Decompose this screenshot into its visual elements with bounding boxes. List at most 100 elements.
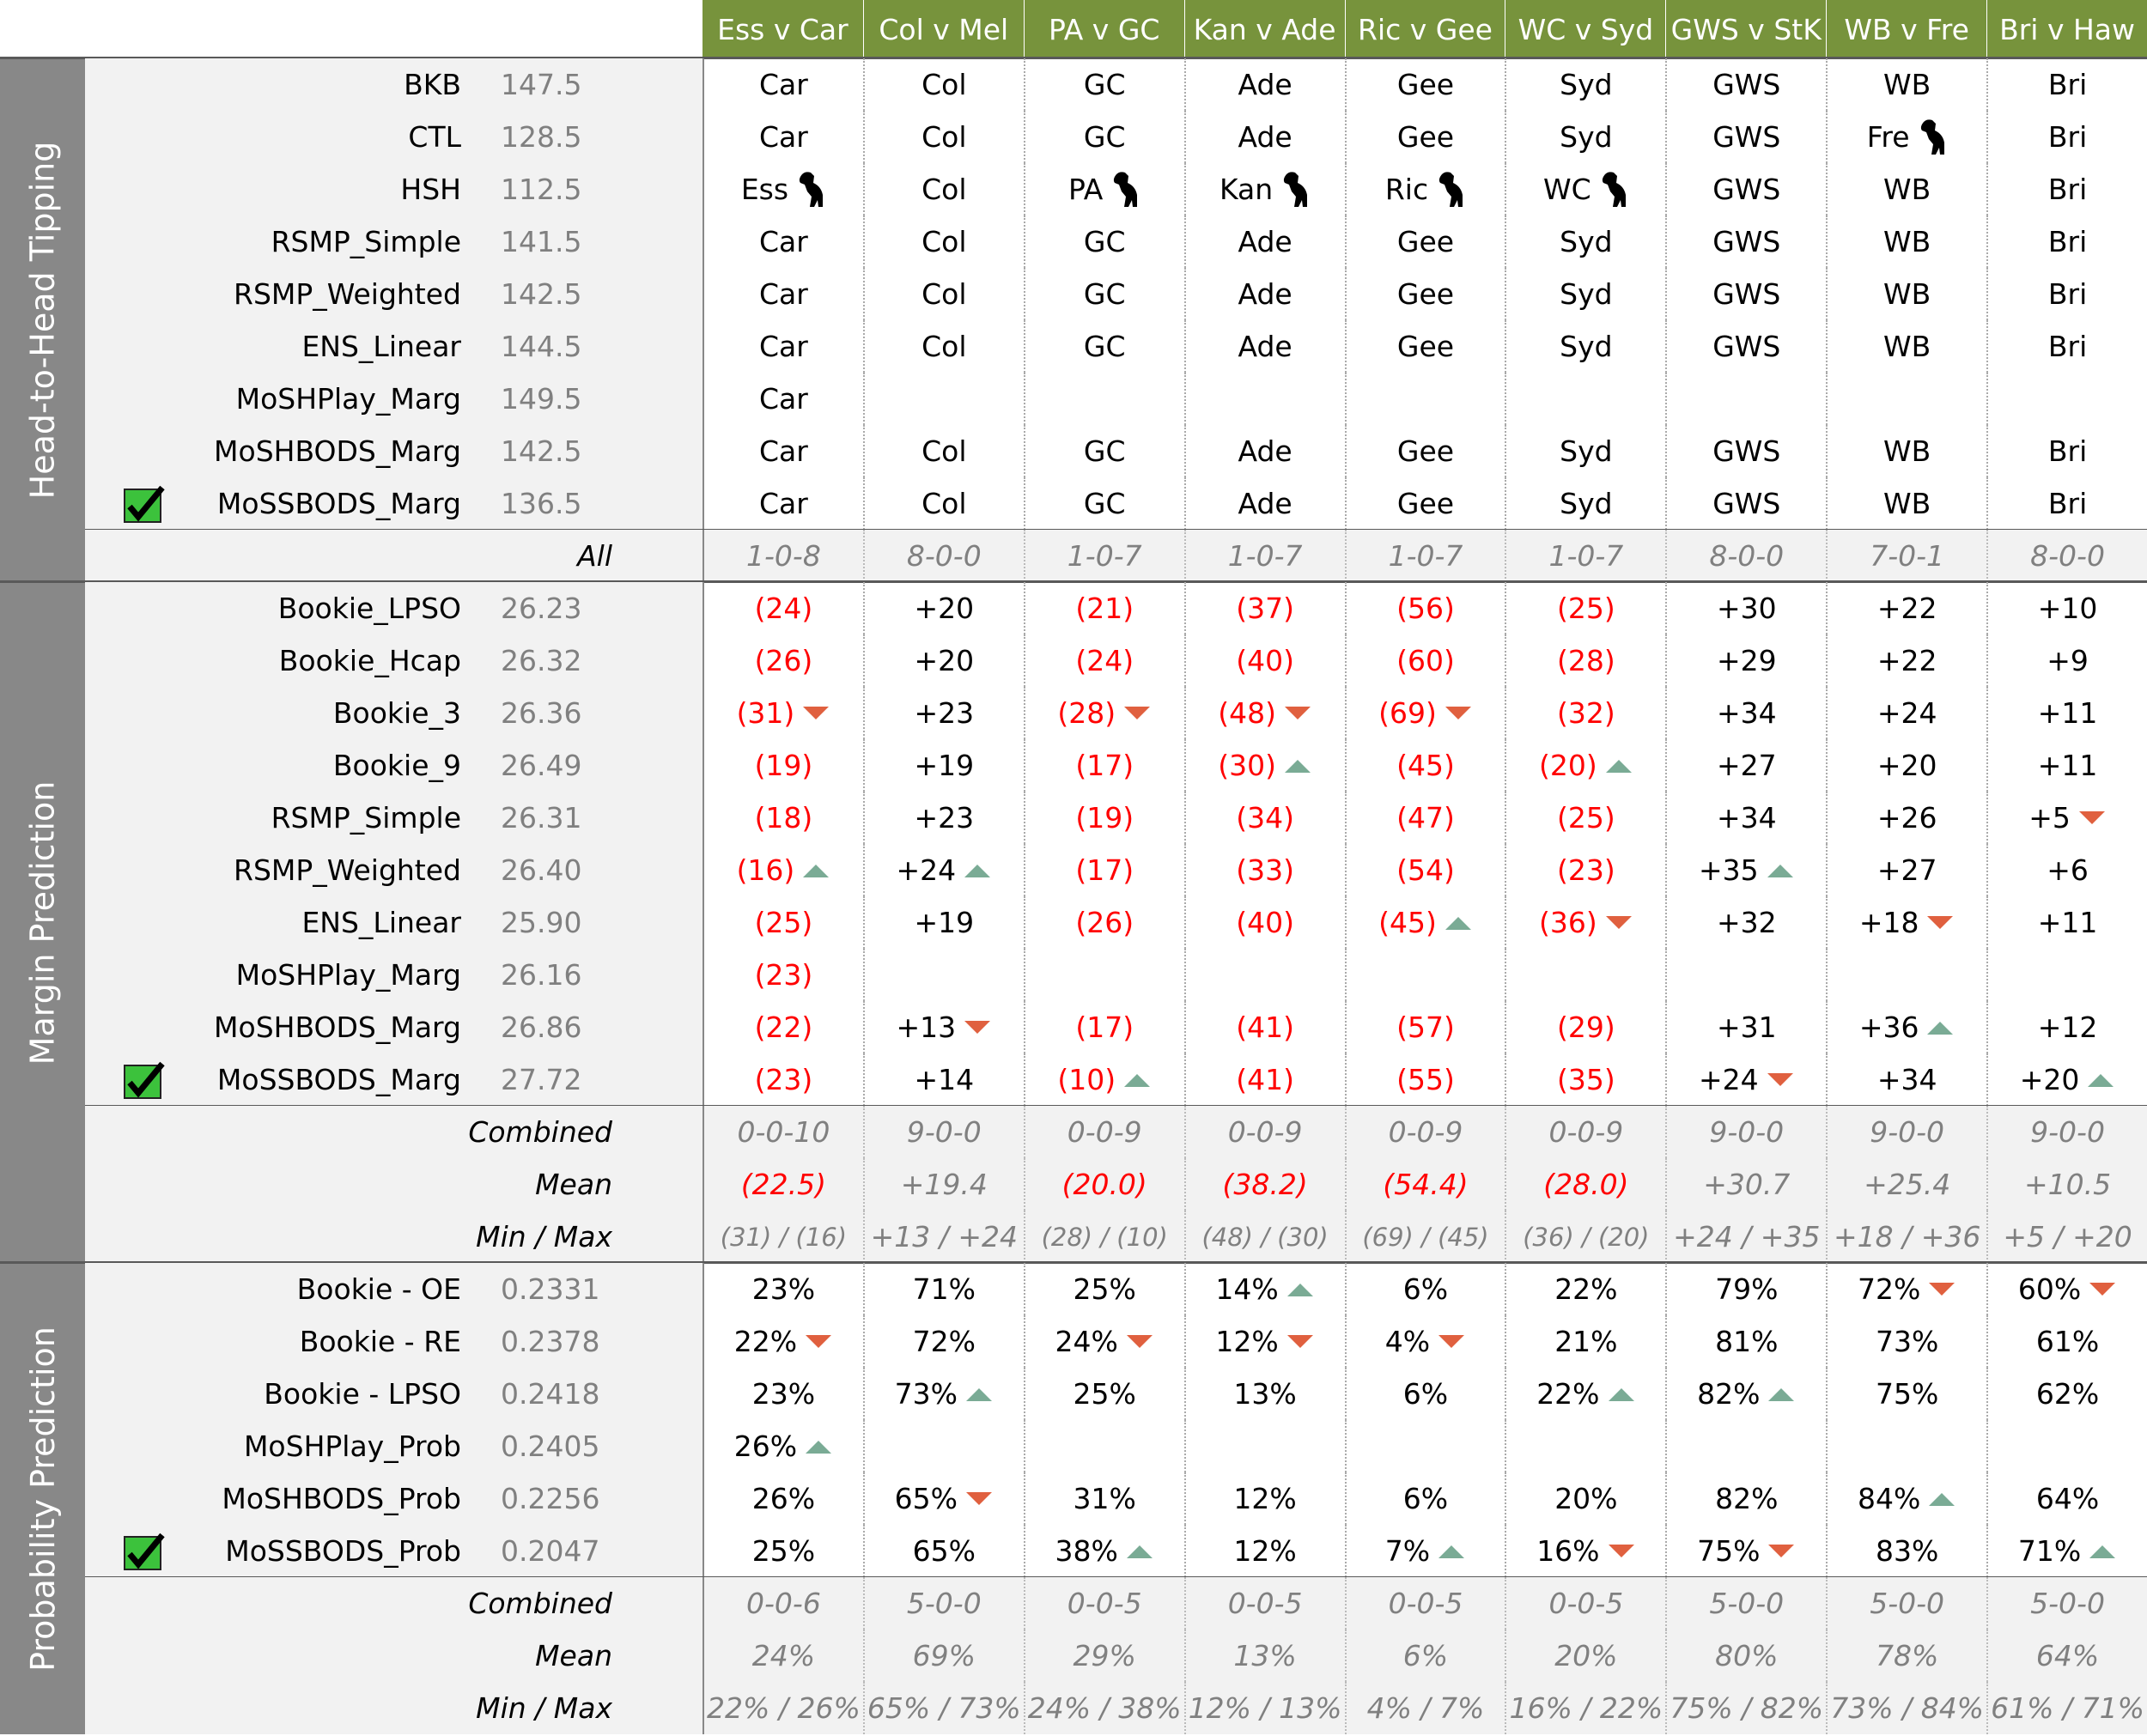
model-score: 0.2378 — [501, 1315, 702, 1368]
summary-cell: 1-0-8 — [702, 530, 863, 582]
cell-text: ENS_Linear — [301, 330, 461, 363]
cell: 6% — [1344, 1368, 1505, 1420]
model-name: Bookie_3 — [85, 687, 461, 739]
model-score: 0.2256 — [501, 1472, 702, 1525]
cell-text: 26.40 — [501, 853, 582, 887]
cell-text: Col — [921, 173, 967, 206]
cell: Gee — [1344, 477, 1505, 530]
cell: 72% — [1826, 1263, 1986, 1315]
cell-text: +30.7 — [1703, 1168, 1791, 1201]
cell: GWS — [1665, 163, 1826, 215]
up-arrow — [803, 864, 830, 877]
check-box — [123, 477, 174, 530]
cell-text: 65% — [894, 1482, 958, 1515]
cell-text: 61% — [2035, 1325, 2100, 1358]
cell-text: 65% — [912, 1534, 976, 1568]
cell-text: GWS — [1712, 68, 1781, 101]
cell: 7% — [1344, 1525, 1505, 1577]
cell: +5 — [1986, 792, 2147, 844]
cell-text: GC — [1083, 487, 1126, 520]
cell: WB — [1826, 268, 1986, 320]
up-arrow — [1768, 1387, 1795, 1401]
cell-text: 25% — [751, 1534, 816, 1568]
cell-text: Gee — [1396, 487, 1455, 520]
cell-text: Ade — [1238, 68, 1292, 101]
cell-text: Ade — [1238, 225, 1292, 258]
cell-text: GWS — [1712, 277, 1781, 311]
cell-text: (54) — [1396, 853, 1455, 887]
cell-text: MoSHBODS_Prob — [222, 1482, 461, 1515]
cell: WB — [1826, 477, 1986, 530]
up-arrow — [2089, 1545, 2116, 1558]
cell: 75% — [1665, 1525, 1826, 1577]
cell: 6% — [1344, 1263, 1505, 1315]
cell: GWS — [1665, 477, 1826, 530]
cell: +22 — [1826, 634, 1986, 687]
model-name: ENS_Linear — [85, 896, 461, 949]
cell-text: 61% / 71% — [1991, 1691, 2144, 1725]
cell: +12 — [1986, 1001, 2147, 1053]
cell-text: +9 — [2047, 644, 2089, 677]
cell: (26) — [1023, 896, 1184, 949]
cell: Fre — [1826, 111, 1986, 163]
cell-text: Ric v Gee — [1358, 12, 1493, 46]
summary-cell: (48) / (30) — [1183, 1211, 1345, 1263]
summary-cell: +5 / +20 — [1986, 1211, 2147, 1263]
cell-text: 6% — [1402, 1639, 1449, 1672]
model-score: 26.86 — [501, 1001, 702, 1053]
cell-text: 0.2405 — [501, 1429, 600, 1463]
cell-text: 13% — [1233, 1639, 1297, 1672]
cell-text: MoSSBODS_Prob — [225, 1534, 461, 1568]
cell-text: Ade — [1238, 120, 1292, 154]
model-score: 26.40 — [501, 844, 702, 896]
cell-text: WC v Syd — [1517, 12, 1654, 46]
cell: Col — [862, 268, 1024, 320]
up-arrow — [1605, 759, 1632, 773]
cell-text: Col — [921, 277, 967, 311]
cell-text: 0.2331 — [501, 1272, 600, 1306]
cell — [1023, 949, 1184, 1001]
summary-label: Combined — [85, 1577, 612, 1630]
cell: GWS — [1665, 215, 1826, 268]
cell-text: 31% — [1073, 1482, 1136, 1515]
cell-text: Car — [759, 434, 808, 468]
summary-cell: 80% — [1665, 1630, 1826, 1682]
cell-text: 0-0-6 — [746, 1587, 821, 1620]
cell-text: (10) — [1057, 1063, 1116, 1096]
cell-text: (25) — [754, 906, 813, 939]
cell-text: (45) — [1378, 906, 1437, 939]
cell: (56) — [1344, 582, 1505, 634]
cell-text: Ade — [1238, 487, 1292, 520]
cell: +31 — [1665, 1001, 1826, 1053]
cell: Bri — [1986, 320, 2147, 373]
cell-text: Bri — [2047, 120, 2088, 154]
summary-cell: (54.4) — [1344, 1158, 1505, 1211]
cell: +19 — [862, 896, 1024, 949]
summary-cell: 1-0-7 — [1505, 530, 1665, 582]
summary-cell: 9-0-0 — [1826, 1106, 1986, 1158]
cell-text: (19) — [754, 749, 813, 782]
cell-text: Bookie - OE — [296, 1272, 461, 1306]
cell-text: 0-0-5 — [1388, 1587, 1463, 1620]
down-arrow — [806, 1334, 832, 1348]
cell-text: GC — [1083, 68, 1126, 101]
summary-cell: +19.4 — [862, 1158, 1024, 1211]
cell-text: 1-0-8 — [746, 539, 821, 573]
section-rule — [0, 580, 2147, 583]
cell-text: Col — [921, 68, 967, 101]
model-score: 25.90 — [501, 896, 702, 949]
summary-cell: (31) / (16) — [702, 1211, 863, 1263]
summary-cell: 16% / 22% — [1505, 1682, 1665, 1734]
summary-label: Min / Max — [85, 1211, 612, 1263]
cell-text: (28) — [1557, 644, 1615, 677]
cell-text: (40) — [1236, 906, 1294, 939]
model-name: MoSSBODS_Prob — [85, 1525, 461, 1577]
cell-text: 73% — [1875, 1325, 1939, 1358]
cell: +20 — [1986, 1053, 2147, 1106]
cell-text: 84% — [1857, 1482, 1921, 1515]
cell-text: 12% — [1233, 1482, 1297, 1515]
summary-cell: 0-0-9 — [1183, 1106, 1345, 1158]
cell: (41) — [1183, 1053, 1345, 1106]
cell-text: Car — [759, 330, 808, 363]
cell-text: (37) — [1236, 592, 1294, 625]
